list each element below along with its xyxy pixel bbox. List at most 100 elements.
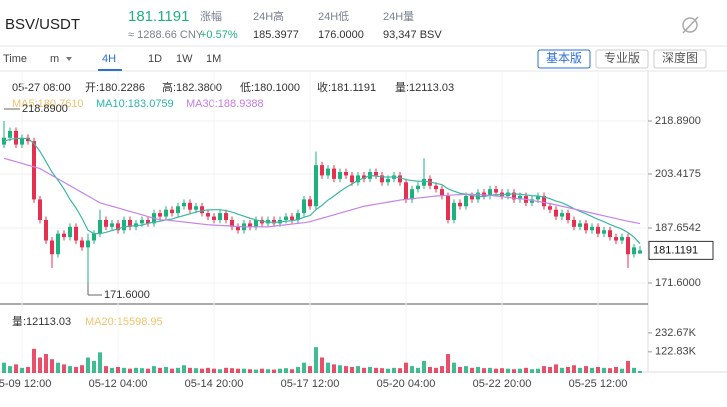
volume-bar bbox=[494, 368, 498, 373]
y-tick-label: 187.6542 bbox=[655, 222, 701, 234]
x-tick-label: 05-17 12:00 bbox=[281, 378, 340, 390]
candle-body bbox=[188, 202, 192, 210]
volume-bar bbox=[146, 368, 150, 373]
interval-button[interactable]: 4H bbox=[102, 53, 116, 65]
y-tick-label: 218.8900 bbox=[655, 115, 701, 127]
candle-body bbox=[482, 192, 486, 196]
volume-bar bbox=[98, 352, 102, 373]
candle-body bbox=[350, 175, 354, 183]
candle-body bbox=[68, 226, 72, 238]
volume-bar bbox=[218, 369, 222, 373]
volume-bar bbox=[482, 368, 486, 373]
volume-bar bbox=[92, 360, 96, 373]
volume-bar bbox=[170, 368, 174, 373]
ohlc-info: 高:182.3800 bbox=[162, 80, 222, 94]
x-tick-label: 05-14 20:00 bbox=[185, 378, 244, 390]
hide-icon[interactable] bbox=[682, 16, 699, 34]
volume-bar bbox=[152, 366, 156, 373]
view-button-label[interactable]: 专业版 bbox=[604, 50, 640, 65]
volume-bar bbox=[506, 368, 510, 373]
volume-bar bbox=[302, 362, 306, 373]
candle-body bbox=[566, 213, 570, 220]
volume-bar bbox=[8, 366, 12, 373]
change: +0.57% bbox=[200, 29, 238, 41]
volume-bar bbox=[584, 366, 588, 373]
candle-body bbox=[584, 223, 588, 231]
interval-button[interactable]: Time bbox=[3, 53, 27, 65]
volume-bar bbox=[182, 365, 186, 373]
volume-bar bbox=[362, 367, 366, 373]
candle-body bbox=[50, 240, 54, 255]
candle-body bbox=[398, 175, 402, 183]
volume-bar bbox=[392, 367, 396, 373]
volume-bar bbox=[290, 369, 294, 373]
volume-bar bbox=[452, 362, 456, 373]
volume-bar bbox=[422, 360, 426, 373]
view-button[interactable] bbox=[595, 49, 649, 69]
view-button-label[interactable]: 深度图 bbox=[662, 50, 698, 65]
volume-bar bbox=[344, 366, 348, 373]
volume-bar bbox=[194, 368, 198, 373]
candle-body bbox=[362, 175, 366, 179]
interval-button[interactable]: 1W bbox=[176, 53, 193, 65]
volume-bar bbox=[626, 360, 630, 373]
volume-bar bbox=[74, 366, 78, 373]
candle-body bbox=[26, 137, 30, 142]
candle-body bbox=[488, 189, 492, 196]
candle-body bbox=[206, 213, 210, 217]
interval-button[interactable]: m bbox=[50, 53, 59, 65]
value: 176.0000 bbox=[318, 29, 364, 41]
candle-body bbox=[248, 223, 252, 227]
candle-body bbox=[56, 233, 60, 255]
volume-bar bbox=[560, 367, 564, 373]
candle-body bbox=[326, 168, 330, 176]
value: 185.3977 bbox=[253, 29, 299, 41]
volume-bar bbox=[260, 368, 264, 373]
candle-body bbox=[194, 206, 198, 210]
candle-body bbox=[548, 206, 552, 210]
volume-bar bbox=[134, 367, 138, 373]
label: 24H量 bbox=[383, 10, 414, 23]
volume-bar bbox=[32, 348, 36, 373]
candle-body bbox=[608, 230, 612, 238]
candle-body bbox=[416, 185, 420, 190]
volume-bar bbox=[440, 366, 444, 373]
candle-body bbox=[284, 216, 288, 220]
volume-bar bbox=[434, 367, 438, 373]
candle-body bbox=[338, 171, 342, 179]
volume-bar bbox=[488, 367, 492, 373]
volume-bar bbox=[56, 362, 60, 373]
view-button-label[interactable]: 基本版 bbox=[546, 51, 582, 65]
volume-bar bbox=[368, 366, 372, 373]
candle-body bbox=[380, 175, 384, 183]
candle-body bbox=[164, 209, 168, 217]
candle-body bbox=[422, 178, 426, 186]
interval-button[interactable]: 1D bbox=[148, 53, 162, 65]
view-button[interactable] bbox=[653, 49, 707, 69]
candle-body bbox=[560, 213, 564, 217]
annotation: 171.6000 bbox=[104, 289, 150, 301]
interval-button[interactable]: 1M bbox=[206, 53, 221, 65]
y-tick-label: 171.6000 bbox=[655, 277, 701, 289]
candle-body bbox=[344, 171, 348, 176]
volume-bar bbox=[44, 354, 48, 373]
ohlc-info: 开:180.2286 bbox=[85, 82, 145, 94]
candle-body bbox=[572, 219, 576, 227]
volume-bar bbox=[122, 367, 126, 373]
candle-body bbox=[614, 237, 618, 241]
volume-bar bbox=[608, 368, 612, 373]
candle-body bbox=[116, 223, 120, 231]
label: 24H低 bbox=[318, 10, 349, 23]
volume-bar bbox=[476, 366, 480, 373]
volume-bar bbox=[104, 366, 108, 373]
volume-bar bbox=[542, 366, 546, 373]
volume-bar bbox=[398, 368, 402, 373]
volume-bar bbox=[548, 366, 552, 373]
view-button[interactable] bbox=[537, 49, 591, 69]
candle-body bbox=[32, 141, 36, 200]
volume-bar bbox=[332, 364, 336, 373]
volume-bar bbox=[308, 366, 312, 373]
volume-bar bbox=[38, 357, 42, 373]
price: 181.1191 bbox=[128, 8, 189, 25]
